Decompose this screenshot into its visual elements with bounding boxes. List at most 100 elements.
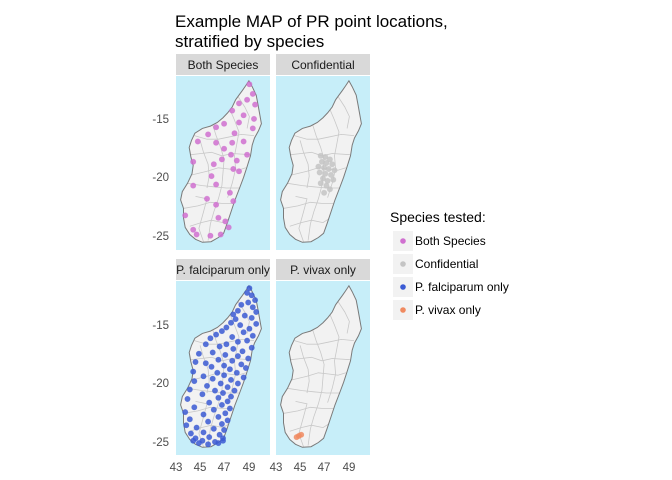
data-point: [213, 139, 220, 146]
district-border-line: [294, 133, 355, 140]
data-point: [242, 364, 249, 371]
data-point: [239, 348, 246, 355]
data-point: [229, 333, 236, 340]
data-point: [210, 406, 217, 413]
legend-label-vivax: P. vivax only: [415, 303, 481, 317]
x-tick-label: 49: [243, 462, 256, 474]
district-border-line: [287, 387, 341, 394]
district-border-line: [337, 96, 350, 129]
data-point: [322, 170, 329, 177]
data-point: [246, 285, 253, 292]
facet-strip-label: P. vivax only: [290, 263, 356, 277]
data-point: [319, 175, 326, 182]
data-point: [190, 182, 197, 189]
data-point: [186, 416, 193, 423]
y-tick-label: -25: [152, 437, 169, 449]
legend-key-dot: [400, 238, 406, 244]
data-point: [325, 166, 332, 173]
data-point: [298, 431, 305, 438]
district-border-line: [187, 182, 241, 189]
data-point: [326, 186, 333, 193]
legend-key-dot: [400, 284, 406, 290]
facet-strip-label: P. falciparum only: [176, 263, 270, 277]
data-point: [329, 161, 336, 168]
legend-label-falciparum: P. falciparum only: [415, 280, 509, 294]
map-panel-both: Both Species: [176, 54, 270, 250]
x-tick-label: 45: [294, 462, 307, 474]
points-vivax: [293, 431, 305, 441]
district-border-line: [299, 345, 310, 394]
data-point: [221, 426, 228, 433]
y-axis-bottom: -15 -20 -25: [152, 320, 169, 449]
facet-strip: [176, 259, 270, 280]
data-point: [223, 341, 230, 348]
data-point: [253, 308, 260, 315]
points-falciparum: [182, 285, 260, 448]
legend-key-dot: [400, 307, 406, 313]
data-point: [214, 369, 221, 376]
data-point: [245, 299, 252, 306]
data-point: [224, 417, 231, 424]
data-point: [193, 424, 200, 431]
legend: Species tested: Both Species Confidentia…: [390, 209, 509, 320]
plot-title-line-1: Example MAP of PR point locations,: [175, 12, 448, 31]
data-point: [200, 429, 207, 436]
data-point: [241, 312, 248, 319]
data-point: [293, 434, 300, 441]
data-point: [216, 431, 223, 438]
y-axis-top: -15 -20 -25: [152, 114, 169, 243]
y-tick-label: -25: [152, 231, 169, 243]
data-point: [184, 395, 191, 402]
district-border-line: [199, 140, 210, 189]
data-point: [217, 380, 224, 387]
data-point: [207, 232, 214, 239]
data-point: [226, 189, 233, 196]
district-border-line: [294, 338, 355, 345]
data-point: [238, 361, 245, 368]
data-point: [225, 224, 232, 231]
data-point: [248, 344, 255, 351]
data-point: [217, 231, 224, 238]
data-point: [244, 96, 251, 103]
map-panels: Both Species Confidential P. falciparum on…: [176, 54, 370, 455]
data-point: [240, 112, 247, 119]
data-point: [240, 329, 247, 336]
data-point: [205, 131, 212, 138]
data-point: [215, 440, 222, 447]
data-point: [213, 181, 220, 188]
data-point: [213, 124, 220, 131]
data-point: [192, 358, 199, 365]
data-point: [234, 380, 241, 387]
district-border-line: [337, 301, 350, 334]
data-point: [244, 337, 251, 344]
data-point: [249, 90, 256, 97]
data-point: [229, 139, 236, 146]
legend-label-confidential: Confidential: [415, 257, 478, 271]
data-point: [215, 394, 222, 401]
data-point: [244, 151, 251, 158]
data-point: [206, 434, 213, 441]
data-point: [228, 376, 235, 383]
data-point: [237, 322, 244, 329]
data-point: [323, 182, 330, 189]
district-border-line: [194, 133, 255, 140]
data-point: [230, 345, 237, 352]
district-border-line: [289, 423, 329, 432]
map-panel-confidential: Confidential: [276, 54, 370, 250]
plot-title-line-2: stratified by species: [175, 32, 324, 51]
x-tick-label: 47: [218, 462, 231, 474]
data-point: [222, 218, 229, 225]
data-point: [206, 399, 213, 406]
data-point: [187, 430, 194, 437]
data-point: [327, 171, 334, 178]
coastline: [180, 284, 262, 448]
data-point: [316, 169, 323, 176]
facet-strip: [276, 259, 370, 280]
x-tick-label: 43: [170, 462, 183, 474]
data-point: [323, 160, 330, 167]
legend-title: Species tested:: [390, 209, 486, 225]
data-point: [216, 343, 223, 350]
data-point: [213, 331, 220, 338]
district-border-line: [299, 140, 310, 189]
